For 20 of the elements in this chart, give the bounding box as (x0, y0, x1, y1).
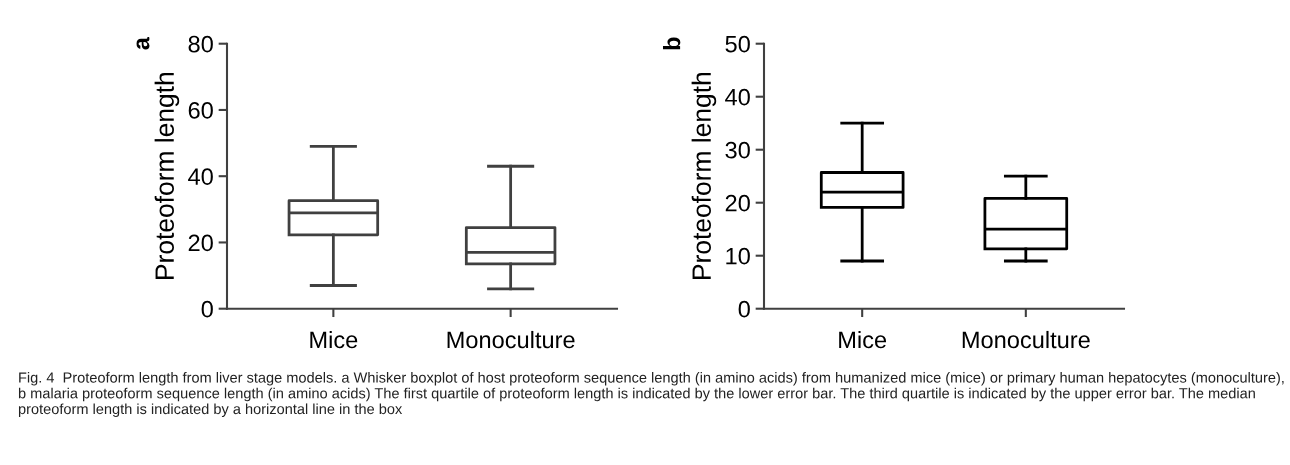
y-tick-label: 20 (188, 234, 213, 252)
y-tick-label: 50 (725, 35, 750, 53)
text: a (136, 36, 150, 50)
x-tick-label: Monoculture (962, 330, 1090, 349)
x-tick-label: Mice (310, 330, 358, 349)
caption: Fig. 4 Proteoform length from liver stage models. a Whisker boxplot of host proteoform sequence length (in amino acids) from humanized mice (mice) or primary human hepatocytes (monoculture), b malaria proteoform sequence length (in amino acids) The first quartile of proteoform length is indicated by the lower error bar. The third quartile is indicated by the upper error bar. The median proteoform length is indicated by a horizontal line in the box (18, 372, 1284, 418)
y-tick-label: 0 (738, 300, 750, 318)
y-tick-label: 40 (725, 88, 750, 106)
y-axis-title: Proteoform length (691, 73, 717, 279)
x-tick-label: Monoculture (447, 330, 575, 349)
y-axis-title: Proteoform length (154, 73, 180, 279)
y-tick-label: 30 (725, 141, 750, 159)
y-tick-label: 0 (201, 300, 213, 318)
y-tick-label: 80 (188, 35, 213, 53)
y-tick-label: 40 (188, 168, 213, 185)
y-tick-label: 20 (725, 194, 750, 212)
x-tick-label: Mice (839, 330, 887, 349)
y-tick-label: 10 (726, 247, 750, 265)
y-tick-label: 60 (188, 102, 213, 119)
text: b (662, 37, 681, 50)
